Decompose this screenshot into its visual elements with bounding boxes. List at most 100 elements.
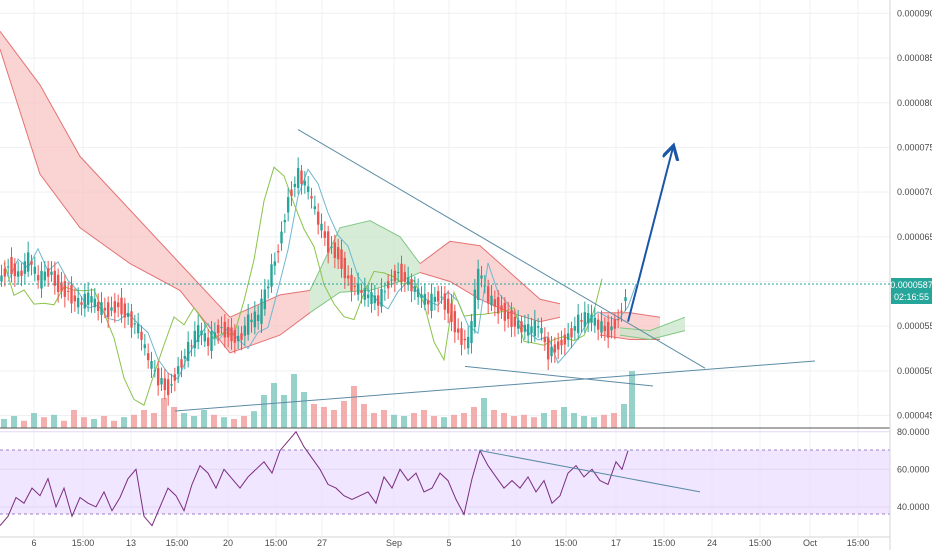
candle-body xyxy=(517,321,519,329)
candle-body xyxy=(264,290,266,310)
candle-body xyxy=(190,345,192,346)
candle-body xyxy=(590,315,592,323)
candle-body xyxy=(70,285,72,303)
candle-body xyxy=(360,290,362,293)
volume-bar xyxy=(211,415,217,428)
candle-body xyxy=(497,297,499,313)
candle-body xyxy=(277,251,279,252)
price-tick-label: 0.0000700 xyxy=(897,187,932,197)
candle-body xyxy=(354,286,356,287)
candle-body xyxy=(20,271,22,276)
candle-body xyxy=(604,326,606,331)
volume-bar xyxy=(131,415,137,428)
candle-body xyxy=(400,264,402,282)
volume-bar xyxy=(281,395,287,428)
candle-body xyxy=(474,290,476,327)
candle-body xyxy=(547,338,549,360)
volume-bar xyxy=(521,415,527,428)
candle-body xyxy=(147,353,149,360)
candle-body xyxy=(377,295,379,305)
candle-body xyxy=(544,337,546,342)
volume-bar xyxy=(241,416,247,428)
volume-bar xyxy=(161,398,167,428)
candle-body xyxy=(584,312,586,327)
candle-body xyxy=(370,292,372,304)
price-tick-label: 0.0000650 xyxy=(897,232,932,242)
candle-body xyxy=(404,272,406,282)
candle-body xyxy=(524,325,526,332)
candle-body xyxy=(240,333,242,340)
candle-body xyxy=(134,323,136,324)
candle-body xyxy=(560,340,562,346)
volume-bar xyxy=(81,417,87,428)
time-tick-label: 15:00 xyxy=(749,538,772,548)
volume-bar xyxy=(301,392,307,428)
candle-body xyxy=(520,321,522,332)
candle-body xyxy=(114,301,116,313)
volume-bar xyxy=(511,416,517,428)
volume-bar xyxy=(251,411,257,428)
candle-body xyxy=(514,317,516,327)
candle-body xyxy=(467,337,469,348)
candle-body xyxy=(367,295,369,299)
volume-bar xyxy=(531,417,537,428)
rsi-tick-label: 60.0000 xyxy=(897,464,930,474)
countdown-value: 02:16:55 xyxy=(894,292,929,302)
volume-bar xyxy=(271,383,277,428)
volume-bar xyxy=(601,415,607,428)
candle-body xyxy=(94,299,96,307)
candle-body xyxy=(420,294,422,298)
volume-bar xyxy=(21,421,27,428)
candle-body xyxy=(127,313,129,317)
candle-body xyxy=(457,329,459,333)
candle-body xyxy=(30,261,32,265)
candle-body xyxy=(347,276,349,279)
candle-body xyxy=(150,361,152,369)
price-tick-label: 0.0000900 xyxy=(897,8,932,18)
volume-bar xyxy=(491,410,497,428)
candle-body xyxy=(500,306,502,311)
candle-body xyxy=(77,298,79,307)
candle-body xyxy=(387,281,389,288)
volume-bar xyxy=(231,419,237,428)
candle-body xyxy=(250,320,252,322)
candle-body xyxy=(597,320,599,330)
candle-body xyxy=(217,325,219,333)
candle-body xyxy=(230,328,232,342)
volume-bar xyxy=(391,415,397,428)
time-tick-label: 13 xyxy=(126,538,136,548)
candle-body xyxy=(567,333,569,340)
candle-body xyxy=(270,264,272,286)
candle-body xyxy=(390,280,392,281)
candle-body xyxy=(294,184,296,187)
price-tick-label: 0.0000450 xyxy=(897,410,932,420)
volume-bar xyxy=(31,413,37,428)
price-tick-label: 0.0000800 xyxy=(897,98,932,108)
candle-body xyxy=(594,318,596,326)
candle-body xyxy=(410,279,412,291)
candle-body xyxy=(104,308,106,311)
candle-body xyxy=(107,302,109,317)
candle-body xyxy=(157,368,159,385)
volume-bar xyxy=(629,371,635,428)
volume-bar xyxy=(181,413,187,428)
candle-body xyxy=(164,378,166,390)
volume-bar xyxy=(331,410,337,428)
candle-body xyxy=(340,249,342,269)
rsi-tick-label: 40.0000 xyxy=(897,502,930,512)
candle-body xyxy=(537,326,539,328)
candle-body xyxy=(330,247,332,248)
candle-body xyxy=(224,322,226,338)
candle-body xyxy=(504,303,506,321)
volume-bar xyxy=(321,407,327,428)
candle-body xyxy=(464,339,466,340)
candle-body xyxy=(357,283,359,294)
volume-bar xyxy=(551,410,557,428)
candle-body xyxy=(414,286,416,292)
candle-body xyxy=(280,232,282,244)
candle-body xyxy=(34,267,36,274)
candle-body xyxy=(434,297,436,302)
volume-bar xyxy=(221,417,227,428)
candle-body xyxy=(430,294,432,311)
candle-body xyxy=(254,312,256,328)
